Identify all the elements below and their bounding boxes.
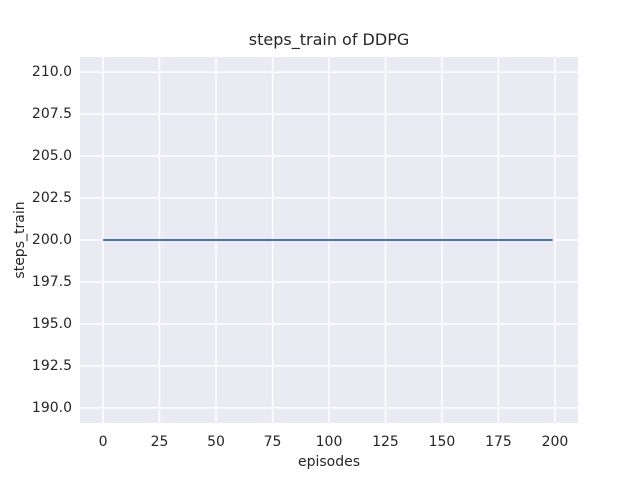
plot-canvas xyxy=(80,57,578,423)
x-axis-label: episodes xyxy=(297,454,361,470)
y-tick-label: 190.0 xyxy=(31,399,72,416)
y-tick-label: 195.0 xyxy=(31,315,72,332)
x-tick-label: 50 xyxy=(207,434,225,450)
x-tick-label: 175 xyxy=(485,434,512,450)
y-tick-label: 210.0 xyxy=(31,64,72,81)
x-tick-label: 25 xyxy=(150,434,169,450)
x-tick-label: 125 xyxy=(372,434,399,450)
y-tick-label: 200.0 xyxy=(31,232,72,248)
y-tick-label: 207.5 xyxy=(31,106,72,123)
y-tick-label: 192.5 xyxy=(31,357,72,374)
plot-area xyxy=(80,57,578,423)
y-tick-label: 202.5 xyxy=(31,190,72,207)
x-tick-label: 150 xyxy=(428,434,456,450)
y-tick-label: 205.0 xyxy=(31,148,72,165)
chart-title: steps_train of DDPG xyxy=(248,30,410,49)
x-tick-label: 200 xyxy=(541,434,569,450)
y-tick-label: 197.5 xyxy=(31,273,72,290)
x-tick-label: 100 xyxy=(315,434,343,450)
x-tick-label: 0 xyxy=(98,434,108,450)
x-tick-label: 75 xyxy=(263,434,282,450)
